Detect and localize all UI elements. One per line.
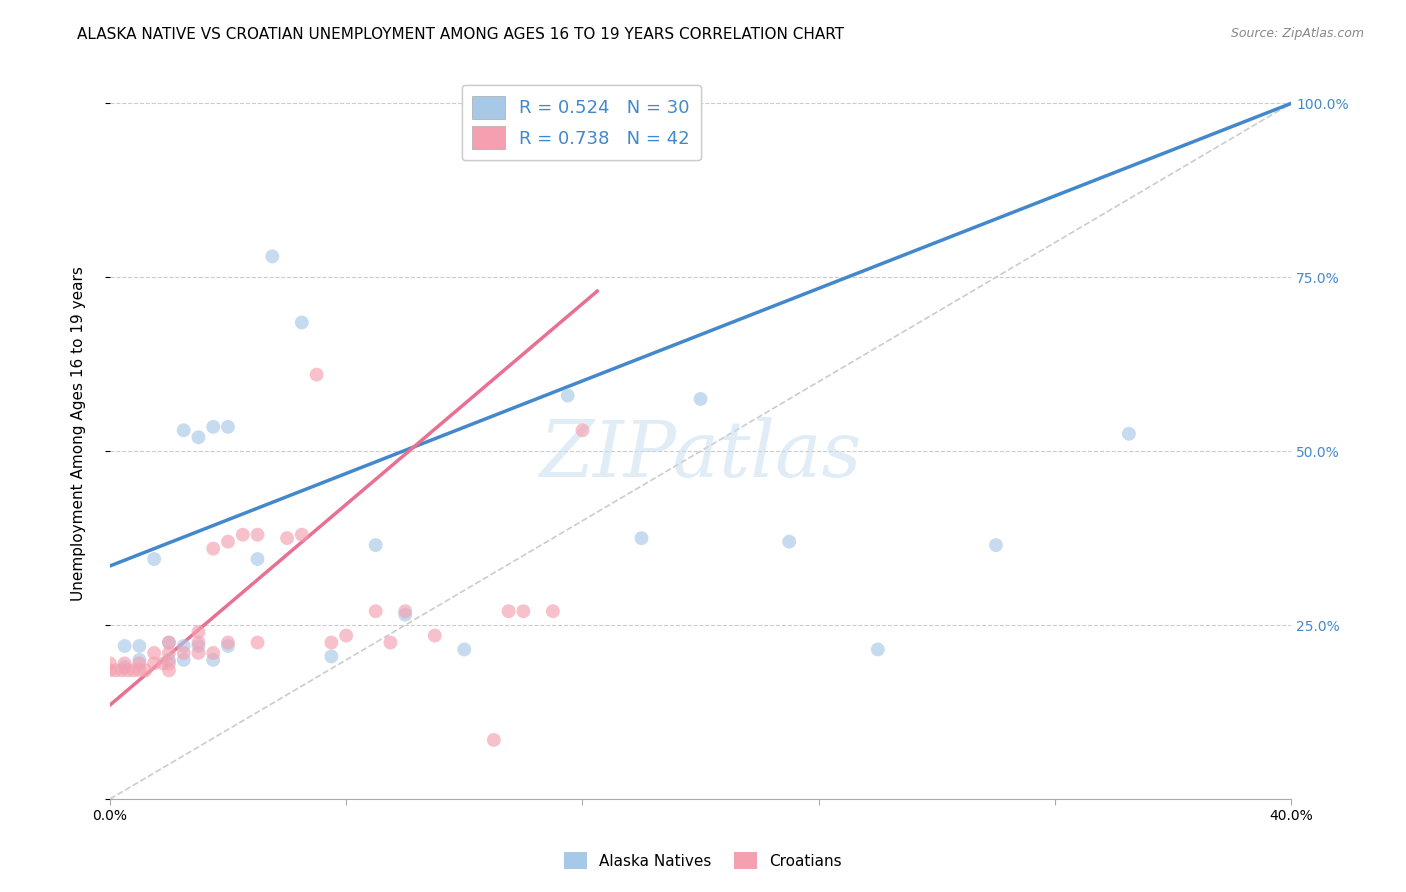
Point (217, 635, 239, 649)
Point (128, 639, 150, 653)
Point (157, 646, 180, 660)
Point (122, 664, 145, 678)
Point (157, 635, 180, 649)
Point (335, 629, 357, 643)
Point (291, 316, 314, 330)
Point (128, 664, 150, 678)
Point (689, 392, 711, 406)
Point (866, 642, 889, 657)
Point (262, 249, 284, 263)
Point (187, 639, 209, 653)
Text: ALASKA NATIVE VS CROATIAN UNEMPLOYMENT AMONG AGES 16 TO 19 YEARS CORRELATION CHA: ALASKA NATIVE VS CROATIAN UNEMPLOYMENT A… (77, 27, 845, 42)
Point (173, 639, 195, 653)
Point (482, 733, 505, 747)
Point (778, 534, 800, 549)
Point (152, 657, 174, 671)
Point (630, 531, 652, 545)
Point (512, 604, 534, 618)
Point (305, 368, 328, 382)
Y-axis label: Unemployment Among Ages 16 to 19 years: Unemployment Among Ages 16 to 19 years (72, 267, 86, 601)
Point (1118, 426, 1140, 441)
Point (246, 635, 269, 649)
Point (187, 635, 209, 649)
Point (202, 541, 225, 556)
Point (984, 538, 1007, 552)
Point (276, 531, 298, 545)
Point (128, 657, 150, 671)
Point (364, 604, 387, 618)
Point (217, 420, 239, 434)
Text: Source: ZipAtlas.com: Source: ZipAtlas.com (1230, 27, 1364, 40)
Point (173, 653, 195, 667)
Point (173, 646, 195, 660)
Point (394, 607, 416, 622)
Point (541, 604, 564, 618)
Point (557, 388, 579, 402)
Point (117, 664, 139, 678)
Point (143, 552, 166, 566)
Point (498, 604, 520, 618)
Point (291, 527, 314, 541)
Point (246, 552, 269, 566)
Point (246, 527, 269, 541)
Point (187, 430, 209, 444)
Point (394, 604, 416, 618)
Point (202, 653, 225, 667)
Point (380, 635, 402, 649)
Point (111, 664, 134, 678)
Point (114, 657, 136, 671)
Point (104, 664, 127, 678)
Point (232, 527, 254, 541)
Point (217, 534, 239, 549)
Point (364, 538, 387, 552)
Point (453, 642, 475, 657)
Point (143, 646, 166, 660)
Point (173, 423, 195, 437)
Text: ZIPatlas: ZIPatlas (540, 417, 862, 494)
Point (202, 420, 225, 434)
Legend: Alaska Natives, Croatians: Alaska Natives, Croatians (558, 846, 848, 875)
Point (157, 657, 180, 671)
Point (321, 649, 343, 664)
Point (143, 657, 166, 671)
Point (187, 625, 209, 640)
Point (128, 653, 150, 667)
Legend: R = 0.524   N = 30, R = 0.738   N = 42: R = 0.524 N = 30, R = 0.738 N = 42 (461, 85, 700, 161)
Point (187, 646, 209, 660)
Point (114, 639, 136, 653)
Point (423, 629, 446, 643)
Point (157, 664, 180, 678)
Point (217, 639, 239, 653)
Point (571, 423, 593, 437)
Point (157, 635, 180, 649)
Point (202, 646, 225, 660)
Point (98, 664, 121, 678)
Point (98, 657, 121, 671)
Point (157, 653, 180, 667)
Point (321, 635, 343, 649)
Point (114, 660, 136, 674)
Point (134, 664, 156, 678)
